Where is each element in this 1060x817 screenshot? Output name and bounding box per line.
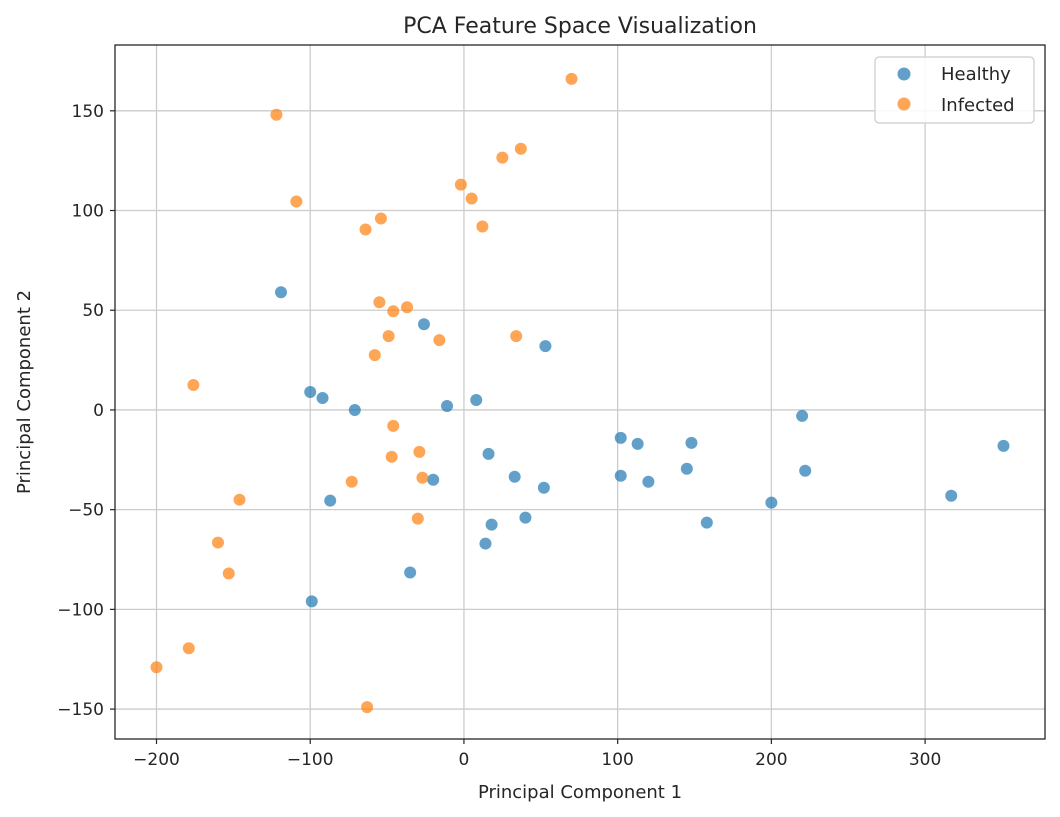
point-infected — [416, 471, 429, 484]
x-tick-label: 200 — [755, 750, 787, 770]
point-infected — [510, 330, 523, 343]
point-infected — [150, 661, 163, 674]
point-infected — [387, 305, 400, 318]
point-infected — [233, 493, 246, 506]
point-healthy — [427, 473, 440, 486]
point-healthy — [275, 286, 288, 299]
point-healthy — [614, 469, 627, 482]
point-healthy — [404, 566, 417, 579]
point-infected — [385, 450, 398, 463]
x-tick-label: −200 — [133, 750, 180, 770]
point-healthy — [642, 475, 655, 488]
point-healthy — [685, 436, 698, 449]
point-infected — [374, 212, 387, 225]
point-infected — [401, 301, 414, 314]
point-healthy — [539, 340, 552, 353]
point-healthy — [765, 496, 778, 509]
point-infected — [411, 512, 424, 525]
point-infected — [211, 536, 224, 549]
chart-title: PCA Feature Space Visualization — [403, 14, 757, 39]
x-tick-label: −100 — [287, 750, 334, 770]
x-axis-label: Principal Component 1 — [478, 782, 682, 803]
x-tick-label: 300 — [909, 750, 941, 770]
point-healthy — [680, 462, 693, 475]
point-healthy — [348, 403, 361, 416]
point-infected — [182, 642, 195, 655]
point-healthy — [417, 318, 430, 331]
y-tick-label: 100 — [72, 202, 104, 222]
point-infected — [413, 445, 426, 458]
point-healthy — [997, 439, 1010, 452]
point-infected — [373, 296, 386, 309]
point-healthy — [441, 399, 454, 412]
point-healthy — [519, 511, 532, 524]
point-healthy — [482, 447, 495, 460]
y-tick-label: 0 — [93, 401, 104, 421]
point-healthy — [508, 470, 521, 483]
point-healthy — [945, 489, 958, 502]
point-infected — [270, 108, 283, 121]
point-infected — [361, 701, 374, 714]
point-healthy — [470, 393, 483, 406]
point-infected — [387, 419, 400, 432]
point-infected — [290, 195, 303, 208]
y-axis-label: Principal Component 2 — [14, 290, 35, 494]
axis-ticks: −200 −100 0 100 200 300 −150 −100 −50 0 50 100 150 — [57, 102, 941, 770]
point-infected — [382, 330, 395, 343]
point-healthy — [324, 494, 337, 507]
point-healthy — [796, 409, 809, 422]
data-points — [150, 72, 1010, 714]
legend-marker-infected — [897, 97, 911, 111]
point-infected — [222, 567, 235, 580]
point-infected — [368, 349, 381, 362]
y-tick-label: 50 — [82, 301, 104, 321]
legend-label-healthy: Healthy — [941, 64, 1011, 85]
point-infected — [476, 220, 489, 233]
point-infected — [359, 223, 372, 236]
point-infected — [565, 72, 578, 85]
legend-box — [874, 56, 1035, 124]
legend: Healthy Infected — [874, 56, 1035, 124]
point-infected — [496, 151, 509, 164]
point-infected — [433, 334, 446, 347]
grid-lines — [115, 45, 1045, 739]
point-healthy — [485, 518, 498, 531]
y-tick-label: −150 — [57, 700, 104, 720]
point-infected — [454, 178, 467, 191]
y-tick-label: −100 — [57, 600, 104, 620]
point-healthy — [305, 595, 318, 608]
y-tick-label: 150 — [72, 102, 104, 122]
point-infected — [465, 192, 478, 205]
plot-frame — [114, 44, 1046, 740]
point-healthy — [537, 481, 550, 494]
point-healthy — [700, 516, 713, 529]
legend-label-infected: Infected — [941, 95, 1015, 116]
legend-marker-healthy — [897, 67, 911, 81]
point-infected — [514, 142, 527, 155]
y-tick-label: −50 — [68, 501, 104, 521]
point-healthy — [631, 437, 644, 450]
point-healthy — [316, 391, 329, 404]
point-infected — [345, 475, 358, 488]
point-healthy — [799, 464, 812, 477]
x-tick-label: 0 — [459, 750, 470, 770]
point-healthy — [614, 431, 627, 444]
point-healthy — [304, 386, 317, 398]
x-tick-label: 100 — [601, 750, 633, 770]
point-infected — [187, 379, 200, 392]
point-healthy — [479, 537, 492, 550]
